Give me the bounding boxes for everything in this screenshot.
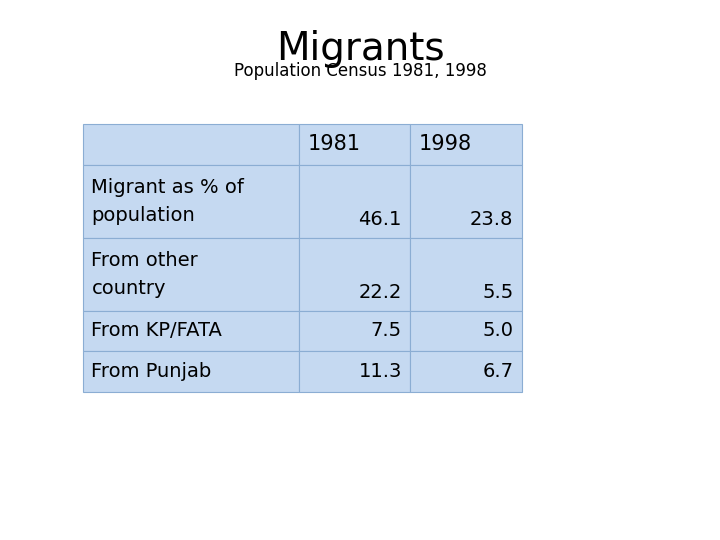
Text: 5.5: 5.5	[482, 284, 513, 302]
Text: Migrant as % of
population: Migrant as % of population	[91, 178, 244, 225]
Text: 46.1: 46.1	[359, 211, 402, 229]
Text: 6.7: 6.7	[482, 362, 513, 381]
Text: 5.0: 5.0	[482, 321, 513, 340]
Text: From other
country: From other country	[91, 251, 198, 298]
Text: 1998: 1998	[419, 134, 472, 154]
Text: 7.5: 7.5	[371, 321, 402, 340]
Text: 22.2: 22.2	[359, 284, 402, 302]
Text: From KP/FATA: From KP/FATA	[91, 321, 222, 340]
Text: 11.3: 11.3	[359, 362, 402, 381]
Text: Migrants: Migrants	[276, 30, 444, 68]
Text: 23.8: 23.8	[470, 211, 513, 229]
Text: Population Census 1981, 1998: Population Census 1981, 1998	[233, 62, 487, 80]
Text: 1981: 1981	[307, 134, 361, 154]
Text: From Punjab: From Punjab	[91, 362, 212, 381]
